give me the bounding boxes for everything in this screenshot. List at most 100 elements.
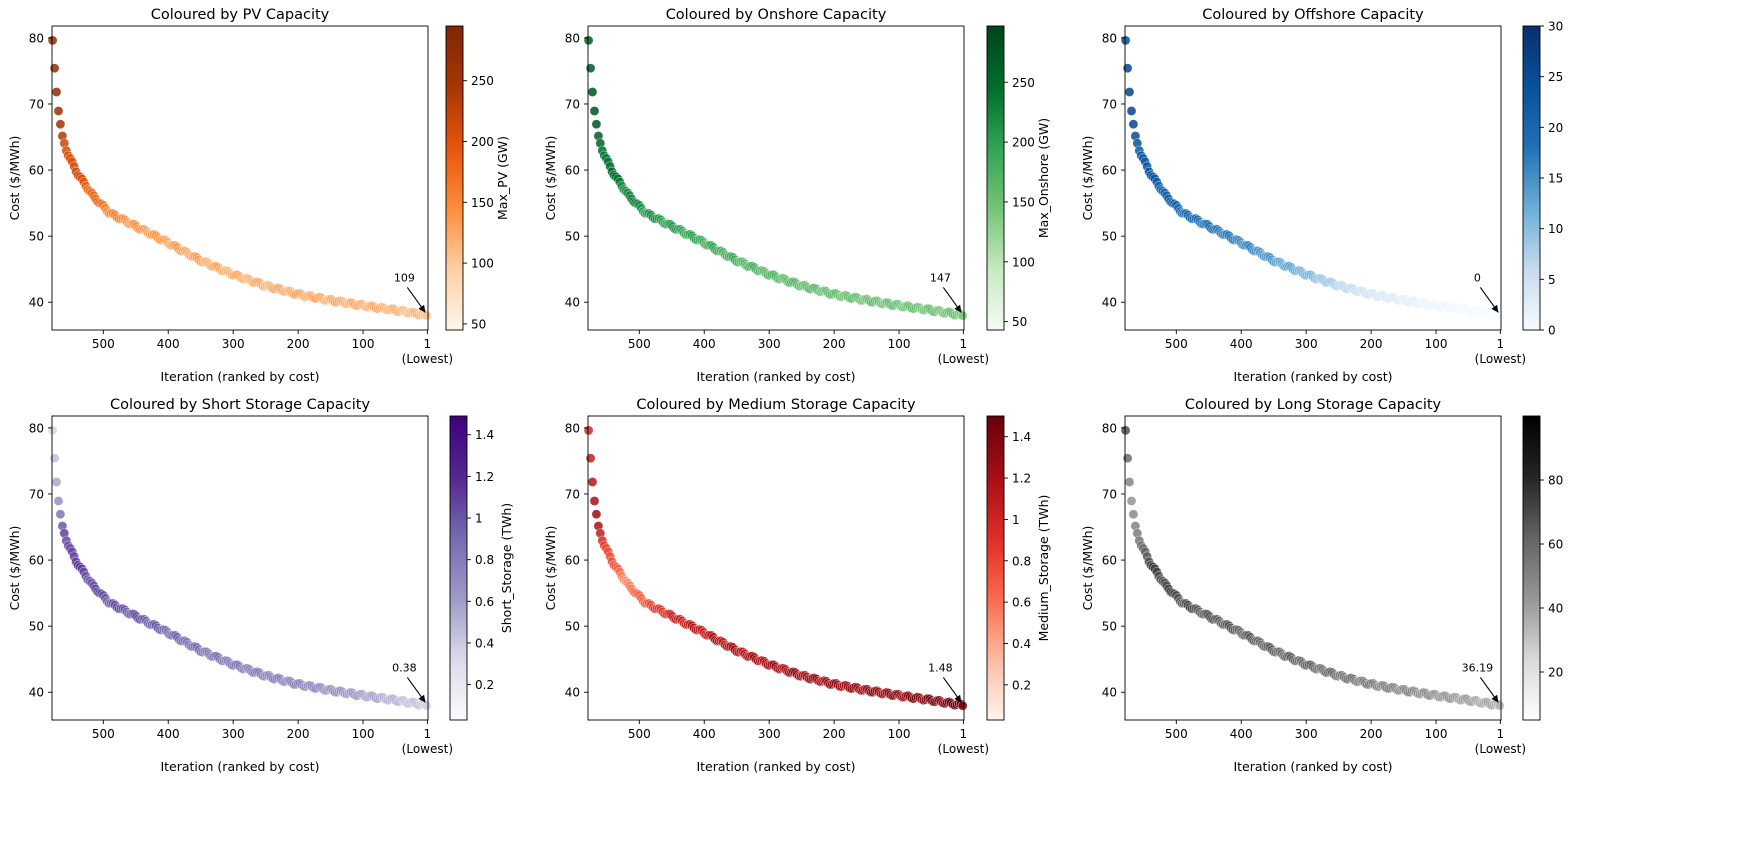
x-tick-label: 100: [352, 727, 375, 741]
y-axis-label: Cost ($/MWh): [7, 526, 22, 611]
colorbar: 20 40 60 80: [1522, 415, 1563, 721]
y-tick-label: 80: [29, 421, 44, 435]
colorbar-tick-label: 100: [1012, 255, 1035, 269]
plot-area-frame: [1124, 25, 1502, 331]
x-tick-label: 1: [1497, 727, 1505, 741]
colorbar-tick-label: 0.8: [475, 553, 494, 567]
scatter-point: [1124, 87, 1135, 97]
chart-title: Coloured by PV Capacity: [151, 7, 330, 23]
chart-title: Coloured by Medium Storage Capacity: [636, 397, 916, 413]
colorbar: 0.2 0.4 0.6 0.8 1 1.2 1.4 Medium_Storage (TWh): [986, 415, 1051, 721]
colorbar-tick-label: 5: [1548, 273, 1556, 287]
lowest-cost-annotation: 147: [930, 271, 962, 313]
y-tick-label: 50: [29, 230, 44, 244]
x-tick-label: 500: [92, 337, 115, 351]
x-axis-label: Iteration (ranked by cost): [160, 759, 319, 774]
scatter-point: [585, 453, 596, 464]
y-tick-label: 50: [1102, 230, 1117, 244]
annotation-arrow-head: [418, 694, 426, 703]
scatter-point: [1122, 453, 1133, 464]
y-tick-label: 40: [29, 296, 44, 310]
colorbar-gradient: [1522, 25, 1541, 331]
y-axis-label: Cost ($/MWh): [7, 136, 22, 221]
y-tick-label: 40: [565, 686, 580, 700]
scatter-point: [55, 509, 66, 520]
scatter-point: [1124, 477, 1135, 487]
y-tick-label: 80: [565, 421, 580, 435]
x-axis-label: Iteration (ranked by cost): [696, 369, 855, 384]
x-tick-label: 500: [1165, 337, 1188, 351]
annotation-arrow-head: [954, 304, 962, 313]
scatter-point: [589, 106, 600, 116]
x-tick-label: 1: [424, 727, 432, 741]
scatter-points: [583, 35, 968, 321]
colorbar-tick-label: 30: [1548, 20, 1563, 34]
y-tick-label: 60: [565, 554, 580, 568]
colorbar-tick-label: 0.8: [1012, 554, 1031, 568]
colorbar-tick-label: 0.2: [1012, 678, 1031, 692]
x-tick-label: 500: [628, 727, 651, 741]
scatter-point: [421, 310, 432, 321]
x-tick-label: 200: [1360, 727, 1383, 741]
x-tick-label: 300: [1295, 337, 1318, 351]
colorbar-tick-label: 200: [1012, 136, 1035, 150]
colorbar-tick-label: 60: [1548, 538, 1563, 552]
plot-area-frame: [587, 415, 965, 721]
colorbar-label: Short_Storage (TWh): [499, 503, 514, 633]
colorbar-tick-label: 0.4: [1012, 637, 1031, 651]
x-tick-label: 1: [424, 337, 432, 351]
x-tick-lowest-label: (Lowest): [938, 352, 989, 366]
scatter-point: [1126, 496, 1137, 506]
scatter-point: [55, 119, 66, 129]
colorbar-tick-label: 250: [471, 74, 494, 88]
chart-title: Coloured by Offshore Capacity: [1202, 7, 1424, 23]
scatter-point: [1122, 63, 1133, 73]
scatter-points: [1120, 425, 1505, 711]
colorbar-tick-label: 20: [1548, 121, 1563, 135]
colorbar-gradient: [1522, 415, 1541, 721]
colorbar-gradient: [449, 415, 468, 721]
x-tick-label: 1: [1497, 337, 1505, 351]
annotation-label: 109: [394, 271, 415, 284]
y-tick-label: 40: [1102, 686, 1117, 700]
colorbar-tick-label: 200: [471, 135, 494, 149]
colorbar-tick-label: 50: [471, 317, 486, 331]
scatter-point: [1494, 310, 1505, 321]
colorbar-tick-label: 0.6: [475, 595, 494, 609]
y-tick-label: 70: [29, 97, 44, 111]
chart-panel-6: Coloured by Long Storage Capacity 500 400 3…: [1080, 397, 1563, 774]
scatter-point: [589, 496, 600, 506]
x-axis-label: Iteration (ranked by cost): [1233, 759, 1392, 774]
colorbar-tick-label: 80: [1548, 474, 1563, 488]
y-tick-label: 80: [1102, 31, 1117, 45]
x-tick-lowest-label: (Lowest): [1475, 742, 1526, 756]
colorbar-tick-label: 10: [1548, 222, 1563, 236]
y-tick-label: 70: [565, 97, 580, 111]
x-tick-label: 300: [1295, 727, 1318, 741]
x-tick-label: 100: [888, 727, 911, 741]
colorbar-label: Max_PV (GW): [495, 136, 510, 220]
lowest-cost-annotation: 0.38: [392, 661, 426, 703]
scatter-point: [957, 700, 968, 711]
x-tick-label: 100: [1425, 727, 1448, 741]
chart-panel-1: Coloured by PV Capacity 500 400 300 200 100 1(…: [7, 7, 510, 384]
y-axis-label: Cost ($/MWh): [543, 136, 558, 221]
x-tick-lowest-label: (Lowest): [938, 742, 989, 756]
annotation-label: 147: [930, 271, 951, 284]
colorbar-gradient: [986, 415, 1005, 721]
colorbar-tick-label: 150: [471, 196, 494, 210]
colorbar: 50 100 150 200 250 Max_PV (GW): [445, 25, 510, 331]
x-tick-label: 300: [222, 727, 245, 741]
x-tick-label: 200: [823, 727, 846, 741]
x-tick-label: 500: [92, 727, 115, 741]
colorbar-tick-label: 0.2: [475, 678, 494, 692]
x-tick-lowest-label: (Lowest): [1475, 352, 1526, 366]
x-tick-label: 100: [888, 337, 911, 351]
y-tick-label: 70: [29, 487, 44, 501]
x-tick-label: 200: [823, 337, 846, 351]
x-tick-lowest-label: (Lowest): [402, 742, 453, 756]
annotation-arrow-head: [954, 694, 962, 703]
y-tick-label: 80: [29, 31, 44, 45]
scatter-point: [585, 63, 596, 73]
